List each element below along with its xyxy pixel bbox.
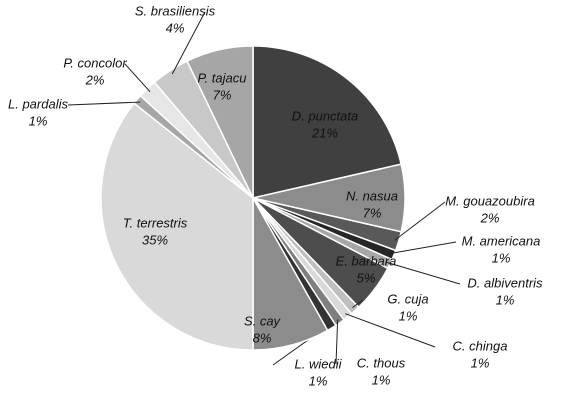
pie-slice (186, 45, 254, 199)
slice-label: M. americana (462, 233, 541, 248)
slice-label: P. concolor (63, 55, 127, 70)
slice-label: C. thous (357, 355, 406, 370)
slice-label: S. cay (244, 313, 282, 328)
leader-line (394, 201, 446, 241)
slice-value-label: 7% (363, 205, 382, 220)
leader-line (335, 319, 339, 365)
slice-value-label: 1% (399, 308, 418, 323)
slice-label: L. pardalis (8, 96, 68, 111)
slice-value-label: 1% (492, 250, 511, 265)
slice-label: S. brasiliensis (135, 3, 216, 18)
leader-line (345, 313, 436, 348)
slice-label: E. barbara (336, 253, 397, 268)
leader-line (67, 101, 141, 106)
slice-value-label: 7% (213, 87, 232, 102)
slice-label: L. wiedii (295, 356, 343, 371)
pie-slice (252, 45, 403, 199)
slice-value-label: 1% (496, 292, 515, 307)
slice-label: P. tajacu (198, 70, 247, 85)
leader-line (171, 11, 206, 75)
pie-slice (100, 102, 254, 351)
slice-value-label: 1% (471, 355, 490, 370)
slice-label: T. terrestris (123, 215, 188, 230)
slice-value-label: 1% (309, 373, 328, 388)
leader-line (124, 63, 151, 93)
leader-line (386, 261, 461, 285)
slice-label: N. nasua (346, 188, 398, 203)
slice-value-label: 2% (85, 72, 105, 87)
slice-label: M. gouazoubira (445, 193, 535, 208)
slice-value-label: 1% (372, 372, 391, 387)
slice-value-label: 2% (480, 210, 500, 225)
slice-value-label: 35% (142, 232, 168, 247)
slice-label: D. albiventris (467, 275, 543, 290)
leader-line (390, 241, 457, 255)
slice-label: D. punctata (292, 108, 359, 123)
slice-label: C. chinga (453, 338, 508, 353)
leader-line (352, 299, 364, 308)
slice-value-label: 8% (253, 330, 272, 345)
slice-value-label: 5% (357, 270, 376, 285)
slice-value-label: 4% (166, 20, 185, 35)
slice-value-label: 21% (311, 125, 338, 140)
slice-value-label: 1% (29, 113, 48, 128)
slice-label: G. cuja (387, 291, 428, 306)
